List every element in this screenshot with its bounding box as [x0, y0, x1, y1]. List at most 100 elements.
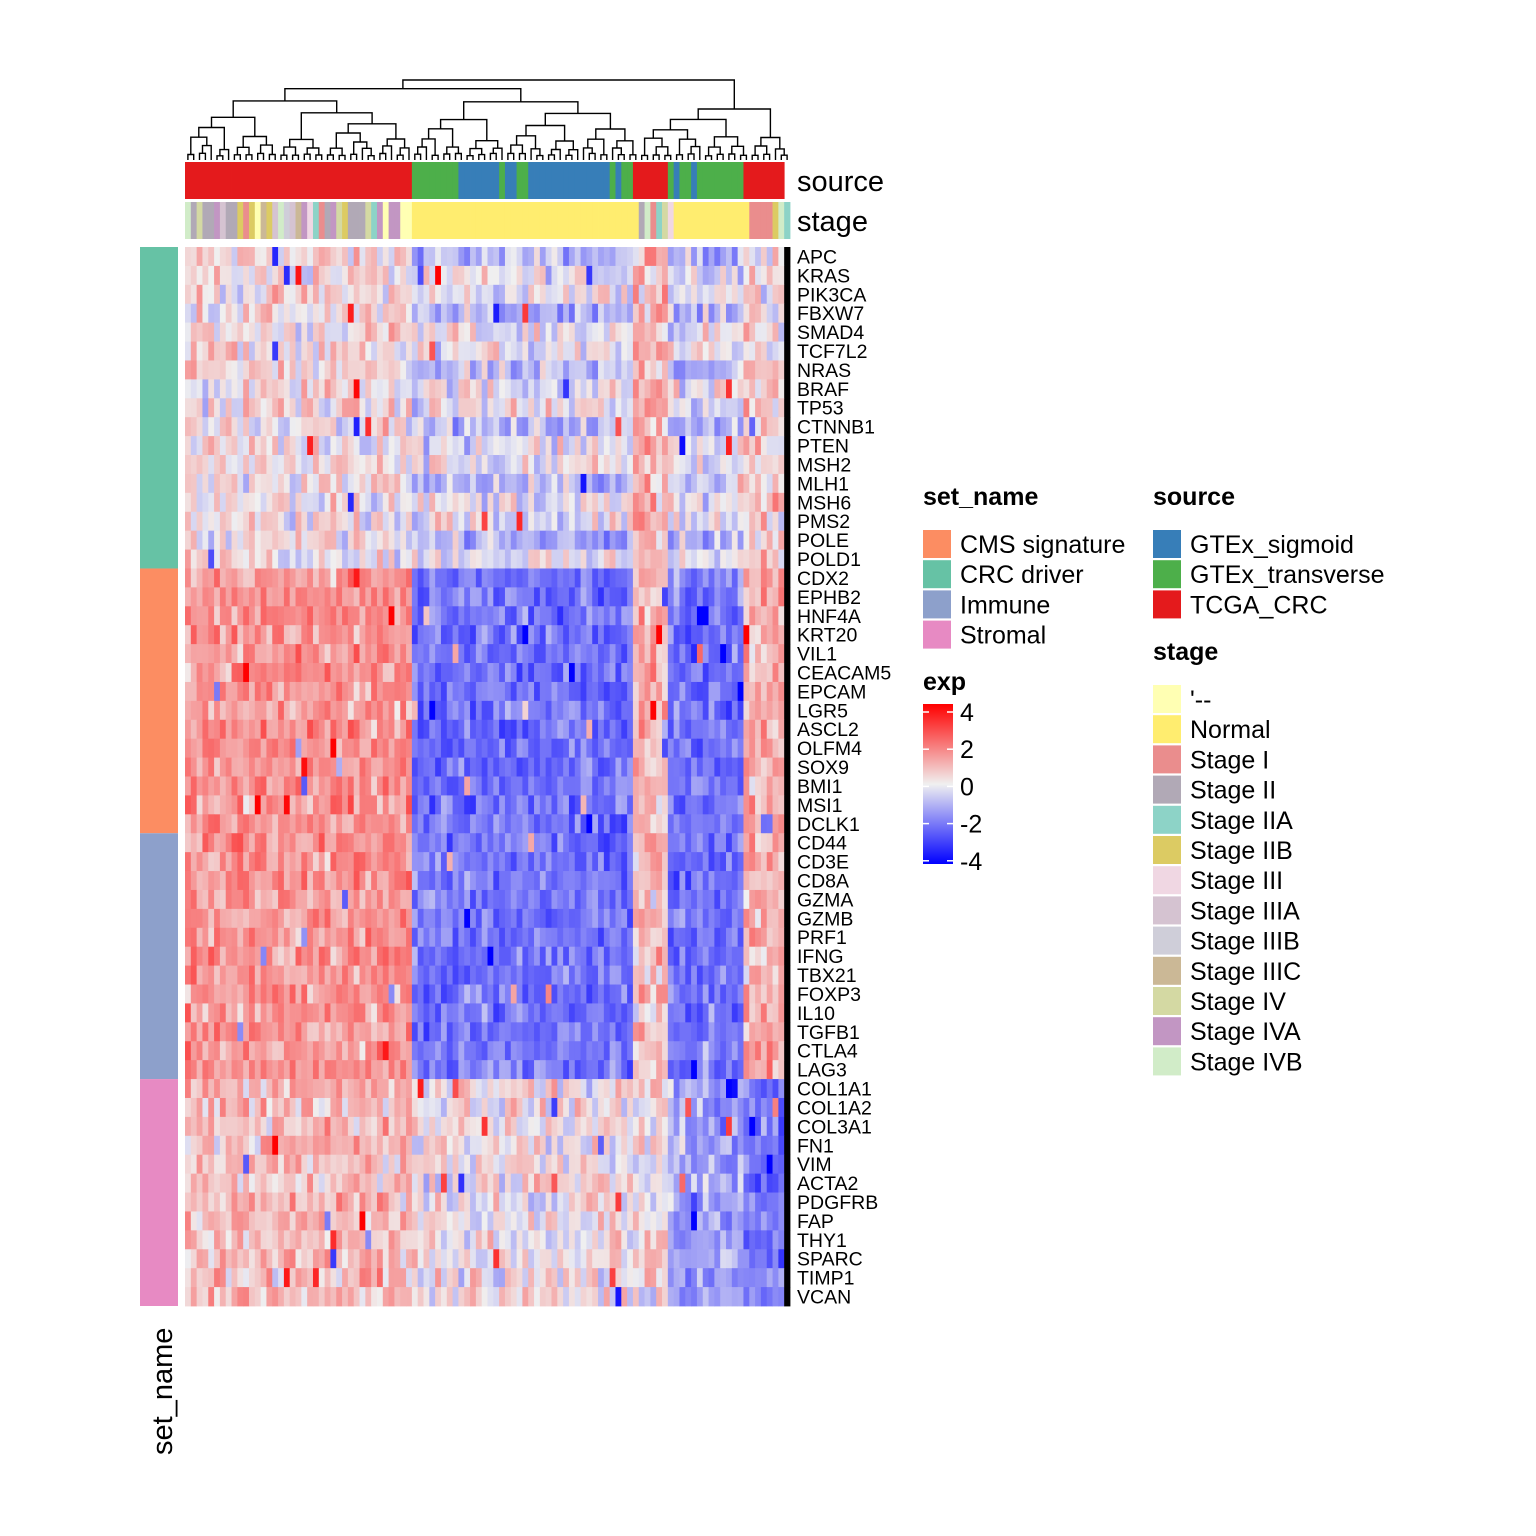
- stage-cell: [440, 202, 448, 239]
- heatmap-cell: [394, 1079, 401, 1099]
- source-cell: [237, 162, 244, 199]
- heatmap-cell: [388, 814, 395, 834]
- heatmap-cell: [336, 700, 343, 721]
- heatmap-cell: [720, 303, 727, 324]
- heatmap-cell: [510, 644, 517, 664]
- heatmap-cell: [673, 379, 680, 399]
- source-cell: [214, 162, 221, 199]
- heatmap-cell: [760, 247, 768, 267]
- heatmap-cell: [225, 398, 232, 418]
- heatmap-cell: [708, 587, 715, 607]
- heatmap-cell: [638, 908, 645, 929]
- heatmap-cell: [219, 833, 227, 853]
- dendrogram-branch: [190, 136, 208, 155]
- heatmap-cell: [586, 379, 593, 399]
- heatmap-cell: [580, 814, 587, 834]
- heatmap-cell: [749, 341, 756, 361]
- heatmap-cell: [336, 719, 343, 740]
- heatmap-cell: [528, 1041, 535, 1061]
- heatmap-cell: [557, 247, 564, 267]
- heatmap-cell: [400, 663, 407, 683]
- heatmap-cell: [371, 284, 378, 305]
- heatmap-cell: [534, 568, 541, 588]
- heatmap-cell: [574, 833, 581, 853]
- heatmap-cell: [737, 360, 744, 380]
- heatmap-cell: [347, 492, 355, 513]
- heatmap-cell: [784, 719, 791, 740]
- heatmap-cell: [679, 776, 686, 796]
- heatmap-cell: [423, 1060, 430, 1080]
- heatmap-cell: [766, 398, 773, 418]
- heatmap-cell: [784, 871, 791, 891]
- heatmap-cell: [696, 530, 704, 550]
- heatmap-cell: [307, 814, 314, 834]
- heatmap-cell: [691, 1003, 698, 1023]
- heatmap-cell: [609, 889, 616, 910]
- heatmap-cell: [696, 738, 704, 758]
- source-cell: [568, 162, 576, 199]
- heatmap-cell: [662, 889, 669, 910]
- source-cell: [423, 162, 430, 199]
- heatmap-cell: [371, 417, 378, 437]
- heatmap-cell: [452, 946, 459, 967]
- heatmap-cell: [400, 1060, 407, 1080]
- heatmap-cell: [185, 549, 192, 569]
- heatmap-cell: [667, 927, 675, 948]
- heatmap-cell: [237, 681, 244, 702]
- heatmap-cell: [632, 908, 640, 929]
- heatmap-cell: [708, 492, 715, 513]
- heatmap-cell: [627, 379, 634, 399]
- heatmap-cell: [580, 795, 587, 815]
- heatmap-cell: [237, 473, 244, 494]
- heatmap-cell: [318, 360, 326, 380]
- heatmap-cell: [307, 341, 314, 361]
- heatmap-cell: [219, 455, 227, 475]
- heatmap-cell: [278, 360, 285, 380]
- heatmap-cell: [278, 322, 285, 342]
- heatmap-cell: [772, 1022, 779, 1042]
- heatmap-cell: [289, 871, 296, 891]
- heatmap-cell: [347, 757, 355, 777]
- heatmap-cell: [755, 852, 762, 872]
- heatmap-cell: [504, 719, 512, 740]
- heatmap-cell: [667, 322, 675, 342]
- heatmap-cell: [324, 719, 331, 740]
- heatmap-cell: [411, 757, 419, 777]
- heatmap-cell: [231, 247, 238, 267]
- heatmap-cell: [452, 700, 459, 721]
- heatmap-cell: [371, 814, 378, 834]
- heatmap-cell: [528, 1060, 535, 1080]
- heatmap-cell: [673, 814, 680, 834]
- heatmap-cell: [592, 814, 599, 834]
- heatmap-cell: [214, 473, 221, 494]
- heatmap-cell: [289, 719, 296, 740]
- heatmap-cell: [615, 1079, 622, 1099]
- heatmap-cell: [470, 1003, 477, 1023]
- heatmap-cell: [219, 776, 227, 796]
- heatmap-cell: [272, 738, 279, 758]
- heatmap-cell: [621, 436, 628, 456]
- heatmap-cell: [266, 965, 273, 985]
- heatmap-cell: [551, 568, 558, 588]
- heatmap-cell: [696, 1041, 704, 1061]
- heatmap-cell: [376, 473, 384, 494]
- heatmap-cell: [644, 1022, 651, 1042]
- heatmap-cell: [632, 795, 640, 815]
- heatmap-cell: [766, 757, 773, 777]
- heatmap-cell: [324, 379, 331, 399]
- heatmap-cell: [452, 908, 459, 929]
- heatmap-cell: [365, 814, 372, 834]
- heatmap-cell: [743, 814, 750, 834]
- dendrogram-branch: [300, 112, 373, 140]
- heatmap-cell: [522, 511, 529, 532]
- heatmap-cell: [289, 587, 296, 607]
- heatmap-cell: [667, 852, 675, 872]
- heatmap-cell: [481, 1022, 488, 1042]
- heatmap-cell: [621, 417, 628, 437]
- source-cell: [470, 162, 477, 199]
- heatmap-cell: [592, 1060, 599, 1080]
- heatmap-cell: [551, 417, 558, 437]
- heatmap-cell: [411, 908, 419, 929]
- heatmap-cell: [714, 360, 721, 380]
- heatmap-cell: [440, 889, 448, 910]
